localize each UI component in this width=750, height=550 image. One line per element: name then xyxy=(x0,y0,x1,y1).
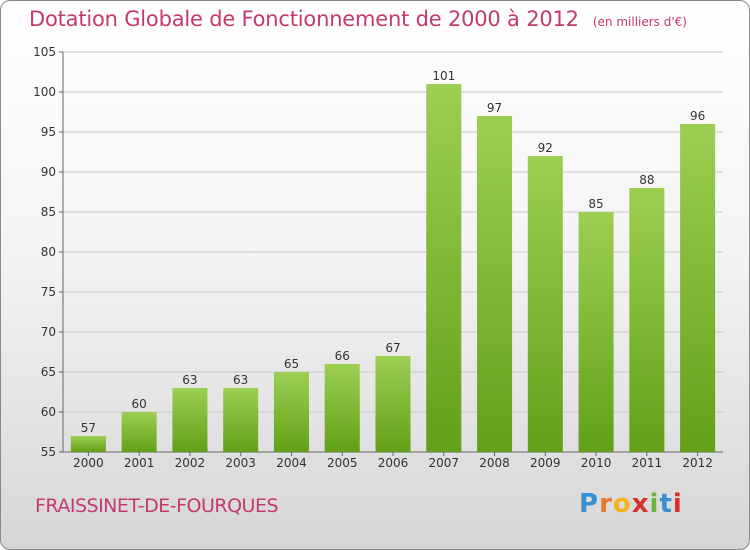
bar-2008 xyxy=(477,116,513,452)
data-label-2009: 92 xyxy=(538,141,553,155)
x-tick-label-2006: 2006 xyxy=(378,456,409,470)
x-tick-label-2003: 2003 xyxy=(225,456,256,470)
bar-2005 xyxy=(324,364,360,452)
bar-2009 xyxy=(527,156,563,452)
x-tick-label-2001: 2001 xyxy=(124,456,155,470)
x-tick-label-2004: 2004 xyxy=(276,456,307,470)
data-label-2001: 60 xyxy=(132,397,147,411)
logo-letter: i xyxy=(672,489,683,519)
data-label-2000: 57 xyxy=(81,421,96,435)
bars xyxy=(70,84,716,452)
y-tick-label: 55 xyxy=(41,445,56,459)
y-tick-label: 80 xyxy=(41,245,56,259)
y-tick-label: 105 xyxy=(33,45,56,59)
logo-letter: P xyxy=(579,489,600,519)
data-label-2012: 96 xyxy=(690,109,705,123)
y-tick-label: 65 xyxy=(41,365,56,379)
bar-2002 xyxy=(172,388,208,452)
bar-2003 xyxy=(223,388,259,452)
bar-2010 xyxy=(578,212,614,452)
y-tick-label: 70 xyxy=(41,325,56,339)
x-tick-labels: 2000 2001 2002 2003 2004 2005 2006 2007 2008 2009… xyxy=(73,452,713,470)
y-tick-label: 95 xyxy=(41,125,56,139)
data-label-2002: 63 xyxy=(182,373,197,387)
y-tick-labels: 55 60 65 70 75 80 85 90 95 100 105 xyxy=(33,45,56,459)
x-tick-label-2010: 2010 xyxy=(581,456,612,470)
x-tick-label-2007: 2007 xyxy=(428,456,459,470)
data-label-2008: 97 xyxy=(487,101,502,115)
data-label-2003: 63 xyxy=(233,373,248,387)
data-labels: 57 60 63 63 65 66 67 101 97 92 85 88 96 xyxy=(81,69,706,435)
bar-2007 xyxy=(426,84,462,452)
data-label-2006: 67 xyxy=(385,341,400,355)
y-tick-label: 90 xyxy=(41,165,56,179)
data-label-2004: 65 xyxy=(284,357,299,371)
logo-letter: i xyxy=(649,489,660,519)
logo-letter: t xyxy=(659,489,673,519)
y-tick-label: 60 xyxy=(41,405,56,419)
y-tick-label: 85 xyxy=(41,205,56,219)
y-tick-label: 100 xyxy=(33,85,56,99)
x-tick-label-2012: 2012 xyxy=(682,456,713,470)
x-tick-label-2008: 2008 xyxy=(479,456,510,470)
bar-2006 xyxy=(375,356,411,452)
x-tick-label-2005: 2005 xyxy=(327,456,358,470)
bar-2012 xyxy=(680,124,716,452)
title-unit: (en milliers d'€) xyxy=(592,15,687,29)
data-label-2007: 101 xyxy=(432,69,455,83)
logo-letter: x xyxy=(631,489,650,519)
x-tick-label-2000: 2000 xyxy=(73,456,104,470)
bar-2011 xyxy=(629,188,665,452)
chart-title: Dotation Globale de Fonctionnement de 20… xyxy=(29,7,687,31)
x-tick-label-2002: 2002 xyxy=(175,456,206,470)
title-text: Dotation Globale de Fonctionnement de 20… xyxy=(29,7,579,31)
x-tick-label-2009: 2009 xyxy=(530,456,561,470)
commune-name: FRAISSINET-DE-FOURQUES xyxy=(35,495,279,517)
bar-2004 xyxy=(273,372,309,452)
bar-2001 xyxy=(121,412,157,452)
x-tick-label-2011: 2011 xyxy=(632,456,663,470)
y-tick-label: 75 xyxy=(41,285,56,299)
data-label-2011: 88 xyxy=(639,173,654,187)
logo-letter: o xyxy=(612,489,632,519)
data-label-2005: 66 xyxy=(335,349,350,363)
logo-letter: r xyxy=(599,489,613,519)
data-label-2010: 85 xyxy=(588,197,603,211)
bar-2000 xyxy=(70,436,106,452)
proxiti-logo[interactable]: Proxiti xyxy=(579,489,683,519)
